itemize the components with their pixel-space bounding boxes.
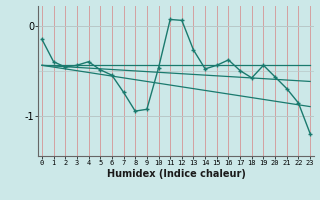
X-axis label: Humidex (Indice chaleur): Humidex (Indice chaleur)	[107, 169, 245, 179]
